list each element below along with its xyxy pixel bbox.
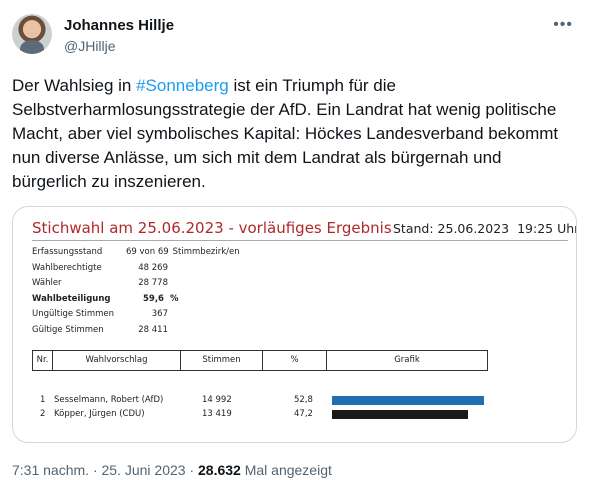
avatar[interactable] xyxy=(12,14,52,54)
tweet-footer: 7:31 nachm. · 25. Juni 2023 · 28.632 Mal… xyxy=(12,462,332,478)
stat-row: Wahlberechtigte 48 269 xyxy=(32,263,312,279)
header-nr: Nr. xyxy=(33,351,53,370)
stat-row: Wahlbeteiligung 59,6% xyxy=(32,294,312,310)
tweet-line-1: Der Wahlsieg in #Sonneberg ist ein Trium… xyxy=(12,74,577,98)
election-stats: Erfassungsstand 69 von 69 Stimmbezirk/en … xyxy=(32,247,312,340)
tweet-text-segment: ist ein Triumph für die xyxy=(228,76,396,95)
stat-label: Gültige Stimmen xyxy=(32,324,104,335)
tweet-text-segment: Der Wahlsieg in xyxy=(12,76,137,95)
stat-label: Erfassungsstand xyxy=(32,247,103,257)
more-horizontal-icon[interactable]: ••• xyxy=(553,16,573,33)
result-row: 2 Köpper, Jürgen (CDU) 13 419 47,2 xyxy=(32,409,488,422)
stat-value: 28 778 xyxy=(138,278,168,288)
stat-number: 69 von 69 xyxy=(126,247,169,257)
author-handle[interactable]: @JHillje xyxy=(64,38,116,54)
stat-label: Ungültige Stimmen xyxy=(32,309,115,319)
header-votes: Stimmen xyxy=(181,351,263,370)
tweet-text: Der Wahlsieg in #Sonneberg ist ein Trium… xyxy=(12,74,577,194)
header-candidate: Wahlvorschlag xyxy=(53,351,181,370)
result-votes: 13 419 xyxy=(202,409,232,419)
tweet-header: Johannes Hillje @JHillje ••• xyxy=(12,12,577,60)
hashtag-link[interactable]: #Sonneberg xyxy=(136,76,229,95)
stat-row: Ungültige Stimmen 367 xyxy=(32,309,312,325)
stat-row: Gültige Stimmen 28 411 xyxy=(32,325,312,341)
stat-value: 48 269 xyxy=(138,262,168,273)
result-votes: 14 992 xyxy=(202,395,232,405)
result-bar xyxy=(332,396,484,405)
view-count: 28.632 xyxy=(198,462,241,478)
stat-value: 59,6% xyxy=(143,294,179,304)
stand-date: Stand: 25.06.2023 xyxy=(393,221,510,236)
tweet-line-4: nun diverse Anlässe, um sich mit dem Lan… xyxy=(12,148,502,167)
result-nr: 2 xyxy=(40,409,46,419)
author-name[interactable]: Johannes Hillje xyxy=(64,17,175,34)
result-row: 1 Sesselmann, Robert (AfD) 14 992 52,8 xyxy=(32,395,488,408)
tweet-line-2: Selbstverharmlosungsstrategie der AfD. E… xyxy=(12,100,557,119)
stat-extra: Stimmbezirk/en xyxy=(172,247,240,257)
stat-label: Wähler xyxy=(32,278,62,288)
results-table-header: Nr. Wahlvorschlag Stimmen % Grafik xyxy=(32,350,488,371)
stat-value: 69 von 69 Stimmbezirk/en xyxy=(126,247,240,257)
timestamp-link[interactable]: 7:31 nachm. · 25. Juni 2023 · xyxy=(12,462,195,478)
result-candidate: Köpper, Jürgen (CDU) xyxy=(54,409,145,419)
stand-time: 19:25 Uhr xyxy=(517,221,577,236)
result-percent: 47,2 xyxy=(294,409,313,419)
election-title: Stichwahl am 25.06.2023 - vorläufiges Er… xyxy=(32,219,392,237)
stat-unit: % xyxy=(169,293,179,304)
stat-row: Wähler 28 778 xyxy=(32,278,312,294)
election-stand: Stand: 25.06.2023 19:25 Uhr xyxy=(393,221,577,236)
stat-row: Erfassungsstand 69 von 69 Stimmbezirk/en xyxy=(32,247,312,263)
result-candidate: Sesselmann, Robert (AfD) xyxy=(54,395,164,405)
tweet-line-5: bürgerlich zu inszenieren. xyxy=(12,172,206,191)
stat-value: 28 411 xyxy=(138,324,168,335)
tweet-line-3: Macht, aber viel symbolisches Kapital: H… xyxy=(12,124,559,143)
result-bar xyxy=(332,410,468,419)
stat-value: 367 xyxy=(151,309,168,319)
result-percent: 52,8 xyxy=(294,395,313,405)
media-image[interactable]: Stichwahl am 25.06.2023 - vorläufiges Er… xyxy=(12,206,577,443)
view-label: Mal angezeigt xyxy=(244,462,332,478)
stat-label: Wahlbeteiligung xyxy=(32,293,111,304)
divider xyxy=(32,240,568,241)
stat-label: Wahlberechtigte xyxy=(32,262,102,273)
result-nr: 1 xyxy=(40,395,46,405)
header-percent: % xyxy=(263,351,327,370)
stat-number: 59,6 xyxy=(143,293,164,304)
header-graphic: Grafik xyxy=(394,355,420,365)
